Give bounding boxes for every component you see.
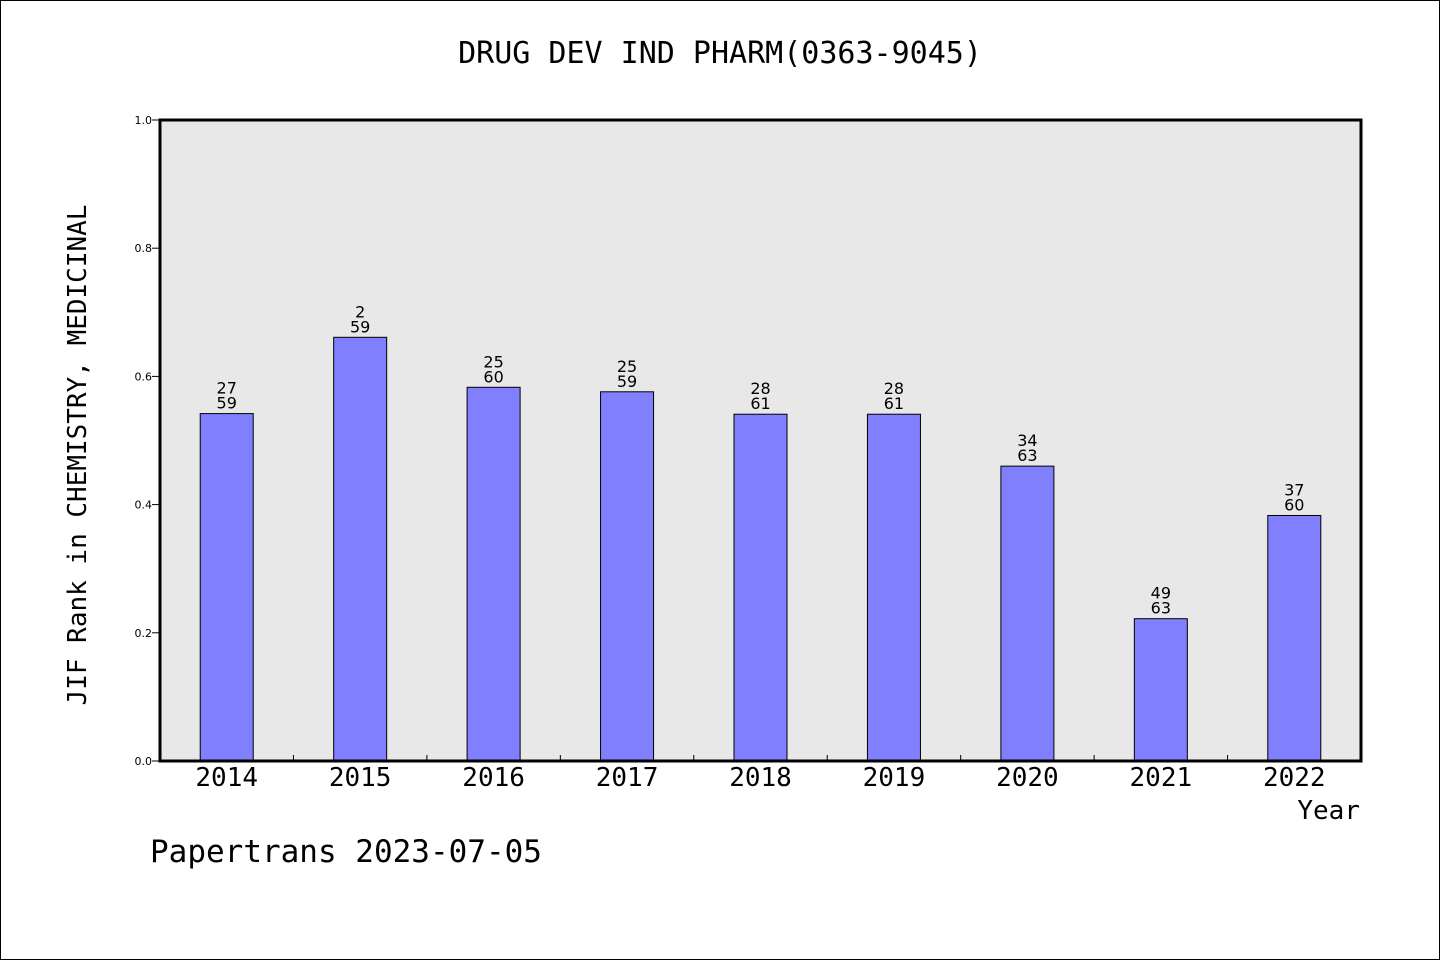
bar-label-rank: 37 [1284,480,1304,499]
bar-label-rank: 34 [1017,431,1037,450]
y-axis-ticks: 0.0 0.2 0.4 0.6 0.8 1.0 [135,114,160,768]
bar [333,336,388,762]
bar-label-rank: 2 [355,302,365,321]
bar [866,413,921,762]
bar-label-rank: 28 [884,379,904,398]
bar-label-rank: 25 [483,352,503,371]
x-tick-label: 2014 [195,763,258,793]
x-tick-label: 2017 [596,763,659,793]
bar-label-total: 60 [1284,495,1304,514]
x-tick-label: 2019 [863,763,926,793]
bar-label-total: 61 [884,394,904,413]
x-tick-label: 2015 [329,763,392,793]
bar [1267,514,1322,762]
y-tick-label: 1.0 [135,114,153,127]
bar-label-total: 61 [750,394,770,413]
plot-border [158,118,1363,763]
y-tick-label: 0.4 [135,499,153,512]
bar-label-rank: 27 [217,379,237,398]
x-tick-label: 2016 [462,763,525,793]
bar-label-rank: 49 [1151,584,1171,603]
y-tick-label: 0.8 [135,242,153,255]
bar [199,413,254,762]
x-tick-label: 2020 [996,763,1059,793]
bar-label-total: 60 [483,367,503,386]
x-tick-label: 2021 [1130,763,1193,793]
y-tick-label: 0.0 [135,755,153,768]
footer-credit: Papertrans 2023-07-05 [150,834,542,870]
bar-label-rank: 28 [750,379,770,398]
bar-label-total: 59 [350,317,370,336]
bar [600,391,655,762]
y-axis-label: JIF Rank in CHEMISTRY, MEDICINAL [63,204,93,706]
x-tick-label: 2018 [729,763,792,793]
y-tick-label: 0.2 [135,627,153,640]
bar [733,413,788,762]
bar [466,386,521,762]
bar-label-total: 59 [617,372,637,391]
bar-label-total: 63 [1151,599,1171,618]
y-tick-label: 0.6 [135,370,153,383]
chart-title: DRUG DEV IND PHARM(0363-9045) [458,36,982,71]
bar-label-total: 63 [1017,446,1037,465]
bar-label-total: 59 [217,394,237,413]
bar-label-rank: 25 [617,357,637,376]
x-axis-label: Year [1297,796,1360,826]
x-axis-ticks: 2014 2015 2016 2017 2018 2019 2020 2021 2022 [195,755,1326,793]
bar [1000,465,1055,762]
x-tick-label: 2022 [1263,763,1326,793]
bar [1133,618,1188,762]
